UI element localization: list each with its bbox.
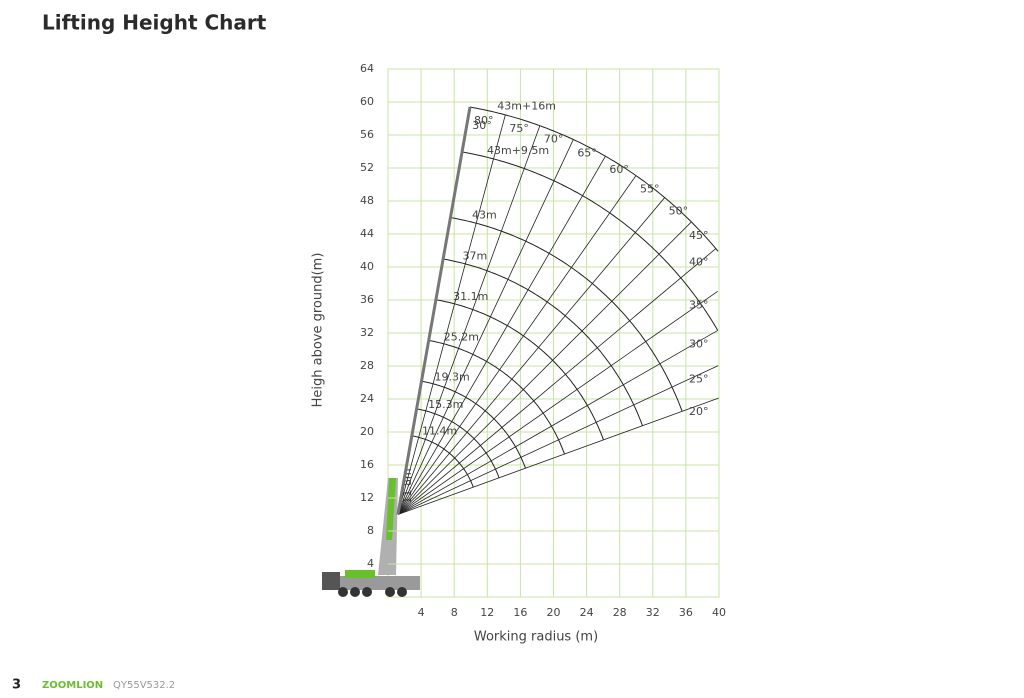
boom-label: 11.4m [422, 425, 457, 438]
x-tick-label: 4 [418, 606, 425, 619]
x-tick-label: 28 [613, 606, 627, 619]
brand: ZOOMLION [42, 680, 103, 691]
page-title: Lifting Height Chart [42, 11, 267, 35]
page-number: 3 [12, 678, 21, 693]
angle-line [397, 139, 574, 515]
x-tick-label: 20 [547, 606, 561, 619]
angle-line [397, 221, 692, 515]
boom-label: 25.2m [444, 330, 479, 343]
truck-cab [322, 572, 340, 590]
angle-label: 30° [689, 337, 709, 350]
y-tick-label: 36 [360, 293, 374, 306]
y-tick-label: 64 [360, 62, 374, 75]
y-tick-label: 48 [360, 194, 374, 207]
x-axis-label: Working radius (m) [474, 630, 598, 645]
angle-label: 35° [689, 298, 709, 311]
wheel [362, 587, 372, 597]
boom-arc [469, 106, 719, 252]
angle-label: 65° [577, 147, 597, 160]
angle-line [397, 365, 719, 515]
y-tick-label: 44 [360, 227, 374, 240]
angle-line [397, 330, 718, 515]
truck-body [322, 576, 420, 590]
wheel [397, 587, 407, 597]
boom-label: 43m+9.5m [487, 144, 549, 157]
angle-line [397, 397, 719, 515]
boom-label: 37m [462, 250, 487, 263]
angle-line [397, 125, 541, 515]
angle-line [397, 290, 718, 515]
angle-label: 45° [689, 229, 709, 242]
wheel [338, 587, 348, 597]
boom-label: 31.1m [453, 290, 488, 303]
y-tick-label: 60 [360, 95, 374, 108]
x-tick-label: 24 [580, 606, 594, 619]
boom-base-green [386, 478, 396, 540]
wheel [385, 587, 395, 597]
y-tick-label: 4 [367, 557, 374, 570]
y-tick-label: 12 [360, 491, 374, 504]
crane-truck [322, 478, 420, 597]
angle-label: 60° [609, 163, 629, 176]
y-tick-label: 16 [360, 458, 374, 471]
boom-label: 15.3m [428, 398, 463, 411]
y-tick-label: 24 [360, 392, 374, 405]
angle-label: 20° [689, 405, 709, 418]
angle-label: 55° [640, 183, 660, 196]
angle-line [397, 175, 637, 515]
angle-label: 80° [474, 114, 494, 127]
y-tick-label: 8 [367, 524, 374, 537]
x-tick-label: 40 [712, 606, 726, 619]
wheel [350, 587, 360, 597]
model: QY55V532.2 [113, 680, 175, 691]
x-tick-label: 32 [646, 606, 660, 619]
boom-label: 43m+16m [497, 99, 556, 112]
angle-label: 75° [509, 122, 529, 135]
angle-line [397, 155, 606, 515]
boom-label: 43m [472, 209, 497, 222]
y-axis-label: Heigh above ground(m) [311, 253, 326, 408]
y-tick-label: 40 [360, 260, 374, 273]
angle-label: 70° [544, 133, 564, 146]
y-tick-label: 28 [360, 359, 374, 372]
angle-line [397, 114, 506, 515]
angle-label: 40° [689, 256, 709, 269]
y-tick-label: 20 [360, 425, 374, 438]
x-tick-label: 8 [451, 606, 458, 619]
angle-label: 25° [689, 373, 709, 386]
angle-label: 50° [669, 205, 689, 218]
x-tick-label: 16 [513, 606, 527, 619]
x-tick-label: 36 [679, 606, 693, 619]
boom [396, 106, 472, 515]
truck-stripe [345, 570, 375, 578]
y-tick-label: 52 [360, 161, 374, 174]
x-tick-label: 12 [480, 606, 494, 619]
y-tick-label: 56 [360, 128, 374, 141]
y-tick-label: 32 [360, 326, 374, 339]
angle-line [397, 248, 717, 515]
angle-line [397, 197, 665, 515]
